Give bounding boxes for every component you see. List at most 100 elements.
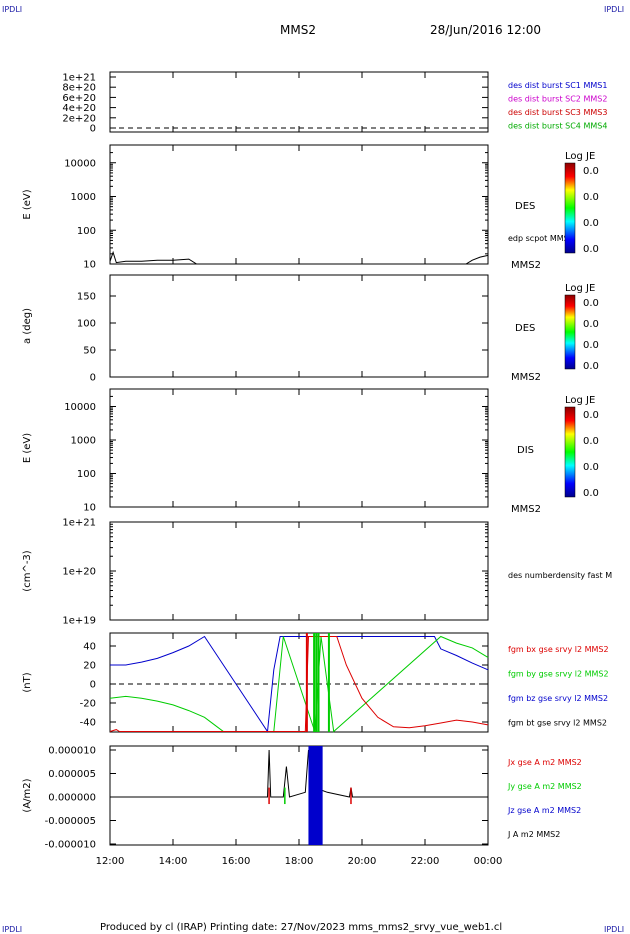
panel-des-energy: 10 100 1000 10000 E (eV) (22, 144, 489, 271)
colorbar-tick-label: 0.0 (583, 166, 599, 177)
x-tick-label: 14:00 (159, 856, 188, 867)
y-tick-label: 1e+21 (62, 73, 96, 84)
spacecraft-label: MMS2 (511, 372, 541, 383)
y-tick-label: 20 (83, 661, 96, 672)
panels: 02e+204e+206e+208e+201e+2110100100010000… (22, 71, 612, 867)
x-tick-label: 00:00 (474, 856, 503, 867)
y-tick-label: 150 (77, 292, 96, 303)
legend-scpot: edp scpot MMS2 (508, 234, 574, 243)
colorbar (564, 294, 576, 370)
corner-label-bottom-right: IPDLI (604, 925, 624, 934)
y-tick-label: 0 (90, 373, 96, 384)
y-tick-label: -40 (80, 718, 96, 729)
y-tick-label: 40 (83, 642, 96, 653)
panel-magnetic-field: -40 -20 0 20 40 (nT) (22, 632, 489, 733)
colorbar-tick-label: 0.0 (583, 319, 599, 330)
series-line (109, 636, 489, 732)
current-burst-block (308, 746, 323, 845)
y-tick-label: 2e+20 (62, 113, 96, 124)
plot-frame (109, 71, 489, 133)
instrument-label: DIS (517, 445, 534, 456)
x-tick-label: 22:00 (411, 856, 440, 867)
y-tick-label: -20 (80, 699, 96, 710)
y-tick-label: 6e+20 (62, 93, 96, 104)
y-tick-label: -0.000010 (45, 840, 96, 851)
corner-label-bottom-left: IPDLI (2, 925, 22, 934)
panel-current-density: -0.000010 -0.000005 0.000000 0.000005 0.0000… (22, 745, 489, 851)
y-tick-label: 0.000005 (48, 769, 96, 780)
y-tick-label: 4e+20 (62, 103, 96, 114)
y-tick-label: 10 (83, 260, 96, 271)
series-line (110, 749, 488, 798)
legend-current: Jx gse A m2 MMS2 (507, 758, 582, 767)
y-tick-label: 8e+20 (62, 83, 96, 94)
footer-text: Produced by cl (IRAP) Printing date: 27/… (100, 922, 502, 933)
plot-frame (109, 144, 489, 265)
spacecraft-title: MMS2 (280, 23, 316, 37)
y-tick-label: 10000 (64, 402, 96, 413)
y-axis-label: a (deg) (22, 308, 33, 344)
colorbar-tick-label: 0.0 (583, 410, 599, 421)
legend-distribution: des dist burst SC1 MMS1 (508, 81, 607, 90)
colorbar-tick-label: 0.0 (583, 340, 599, 351)
corner-label-top-right: IPDLI (604, 5, 624, 14)
colorbar-tick-label: 0.0 (583, 488, 599, 499)
legend-density: des numberdensity fast M (508, 571, 612, 580)
legend-field: fgm bt gse srvy l2 MMS2 (508, 719, 607, 728)
plot-frame (109, 274, 489, 378)
y-tick-label: 1e+19 (62, 616, 96, 627)
corner-label-top-left: IPDLI (2, 5, 22, 14)
plot-frame (109, 745, 489, 846)
spacecraft-label: MMS2 (511, 504, 541, 515)
legend-field: fgm by gse srvy l2 MMS2 (508, 670, 609, 679)
datetime-title: 28/Jun/2016 12:00 (430, 23, 541, 37)
legend-current: J A m2 MMS2 (507, 830, 560, 839)
colorbar-tick-label: 0.0 (583, 436, 599, 447)
x-tick-label: 16:00 (222, 856, 251, 867)
y-tick-label: 10000 (64, 158, 96, 169)
legend-distribution: des dist burst SC2 MMS2 (508, 95, 607, 104)
plot-frame (109, 388, 489, 508)
colorbar-title: Log JE (565, 283, 595, 294)
y-tick-label: 100 (77, 226, 96, 237)
y-tick-label: 1000 (71, 192, 96, 203)
colorbar-title: Log JE (565, 395, 595, 406)
y-axis-label: (A/m2) (22, 778, 33, 812)
colorbar (564, 162, 576, 254)
y-tick-label: 1e+21 (62, 518, 96, 529)
y-tick-label: 100 (77, 319, 96, 330)
y-tick-label: 0 (90, 124, 96, 135)
legend-distribution: des dist burst SC4 MMS4 (508, 122, 607, 131)
y-tick-label: 0 (90, 680, 96, 691)
colorbar-tick-label: 0.0 (583, 298, 599, 309)
y-tick-label: 10 (83, 503, 96, 514)
y-tick-label: 1e+20 (62, 567, 96, 578)
spacecraft-label: MMS2 (511, 260, 541, 271)
y-tick-label: 1000 (71, 436, 96, 447)
y-tick-label: 0.000010 (48, 746, 96, 757)
y-tick-label: -0.000005 (45, 816, 96, 827)
instrument-label: DES (515, 323, 535, 334)
colorbar-tick-label: 0.0 (583, 361, 599, 372)
colorbar-tick-label: 0.0 (583, 192, 599, 203)
x-tick-label: 12:00 (96, 856, 125, 867)
panel-density: 1e+19 1e+20 1e+21 (cm^-3) (22, 518, 489, 627)
legend-current: Jy gse A m2 MMS2 (507, 782, 582, 791)
y-axis-label: E (eV) (22, 433, 33, 463)
colorbar-title: Log JE (565, 151, 595, 162)
colorbar-tick-label: 0.0 (583, 462, 599, 473)
y-tick-label: 50 (83, 346, 96, 357)
y-tick-label: 0.000000 (48, 793, 96, 804)
colorbar-tick-label: 0.0 (583, 244, 599, 255)
y-axis-label: E (eV) (22, 189, 33, 219)
series-line (109, 250, 489, 265)
plot-frame (109, 521, 489, 621)
y-tick-label: 100 (77, 469, 96, 480)
colorbar (564, 406, 576, 498)
legend-field: fgm bx gse srvy l2 MMS2 (508, 645, 609, 654)
colorbar-tick-label: 0.0 (583, 218, 599, 229)
legend-distribution: des dist burst SC3 MMS3 (508, 108, 607, 117)
x-tick-label: 20:00 (348, 856, 377, 867)
panel-des-pitch: 0 50 100 150 a (deg) (22, 274, 489, 384)
